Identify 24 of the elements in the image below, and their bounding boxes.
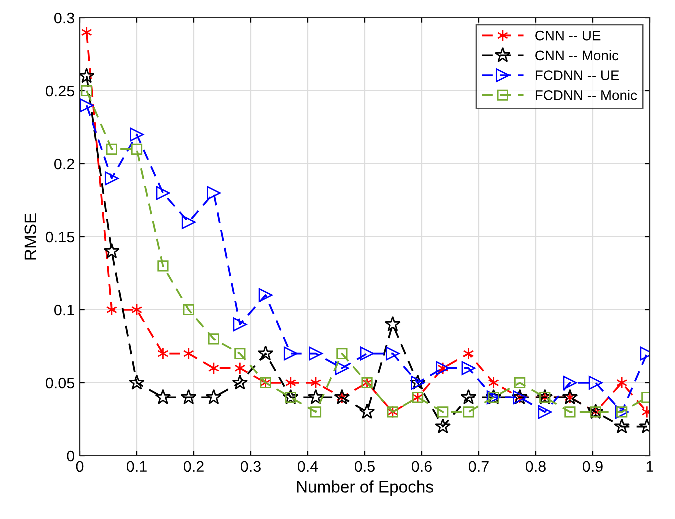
- legend-label: FCDNN -- UE: [536, 70, 620, 80]
- y-tick-label: 0.1: [54, 304, 74, 316]
- x-tick-label: 0.7: [468, 461, 489, 472]
- x-tick-label: 0.8: [526, 461, 546, 472]
- x-tick-label: 0.2: [184, 461, 204, 472]
- y-tick-label: 0.15: [46, 232, 74, 243]
- legend-label: CNN -- Monic: [536, 50, 619, 61]
- x-tick-label: 0: [76, 461, 84, 472]
- y-tick-label: 0.05: [46, 378, 74, 389]
- y-tick-label: 0.3: [54, 12, 74, 24]
- x-tick-label: 0.5: [354, 461, 375, 472]
- y-tick-label: 0.25: [46, 86, 74, 97]
- x-tick-label: 1: [646, 461, 654, 472]
- x-axis-title: Number of Epochs: [297, 480, 434, 496]
- y-tick-label: 0.2: [54, 158, 74, 170]
- legend-label: FCDNN -- Monic: [536, 90, 638, 100]
- legend-label: CNN -- UE: [536, 30, 601, 41]
- x-tick-label: 0.6: [412, 461, 432, 472]
- x-tick-label: 0.4: [298, 461, 318, 472]
- x-tick-label: 0.1: [126, 461, 147, 472]
- y-tick-label: 0: [67, 450, 75, 462]
- x-tick-label: 0.3: [240, 461, 261, 472]
- y-axis-title: RMSE: [24, 214, 37, 260]
- x-tick-label: 0.9: [582, 461, 603, 472]
